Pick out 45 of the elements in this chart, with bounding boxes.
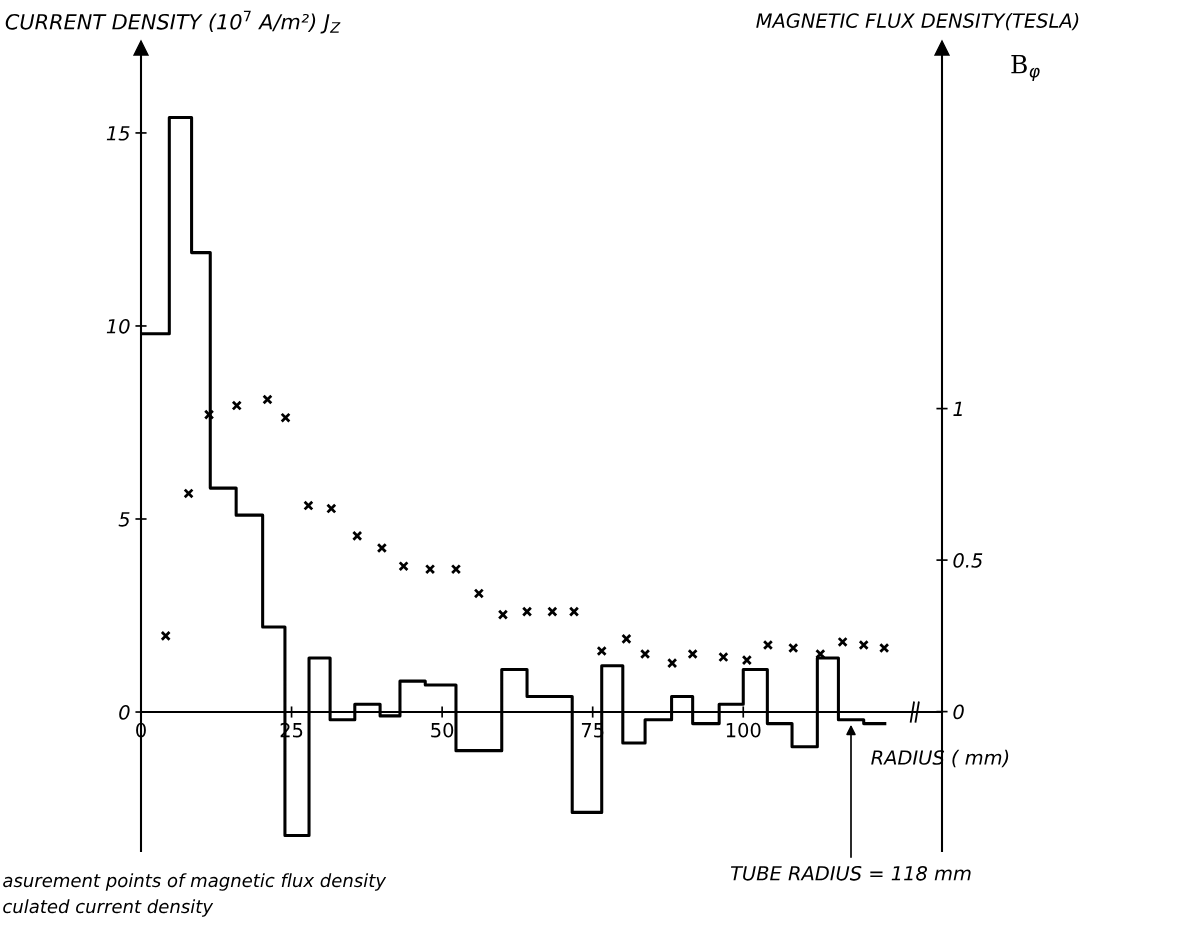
point [788,642,799,654]
point [203,409,215,420]
x-tick-label: 50 [431,722,454,738]
point [837,636,848,648]
text: B$_{φ}$ [1011,55,1040,81]
point [639,648,651,660]
point [878,642,890,654]
y-tick-label: 0 [119,704,130,720]
point [424,564,436,575]
y2-tick-label: 1 [953,401,962,416]
point [568,606,580,617]
y-tick-label: 15 [106,126,130,141]
point [497,609,509,620]
text: TUBE RADIUS = 118 mm [730,865,971,881]
point [183,488,194,499]
text: asurement points of magnetic flux density [3,873,387,891]
point [687,648,698,660]
point [596,645,607,657]
point [376,542,388,554]
point [473,588,485,599]
point [762,639,774,651]
point [160,630,171,642]
y2-axis-title: MAGNETIC FLUX DENSITY(TESLA) [756,12,1079,31]
point [667,657,678,669]
point [450,564,462,575]
point [231,400,242,411]
point [280,412,291,423]
point [521,606,533,617]
y-axis-title: CURRENT DENSITY (10$^{7}$ A/m²) J$_{Z}$ [5,10,341,34]
point [326,503,337,514]
y2-tick-label: 0 [953,704,964,720]
point [741,654,753,666]
point [303,500,314,511]
y-tick-label: 10 [106,318,130,334]
point [352,530,363,542]
point [621,633,632,645]
y-tick-label: 5 [118,512,130,527]
point [547,606,558,617]
point [262,394,273,405]
point [858,639,869,651]
x-tick-label: 100 [726,722,761,738]
point [718,651,729,663]
text: culated current density [3,899,214,917]
y2-tick-label: 0.5 [953,553,983,568]
point [398,560,409,572]
